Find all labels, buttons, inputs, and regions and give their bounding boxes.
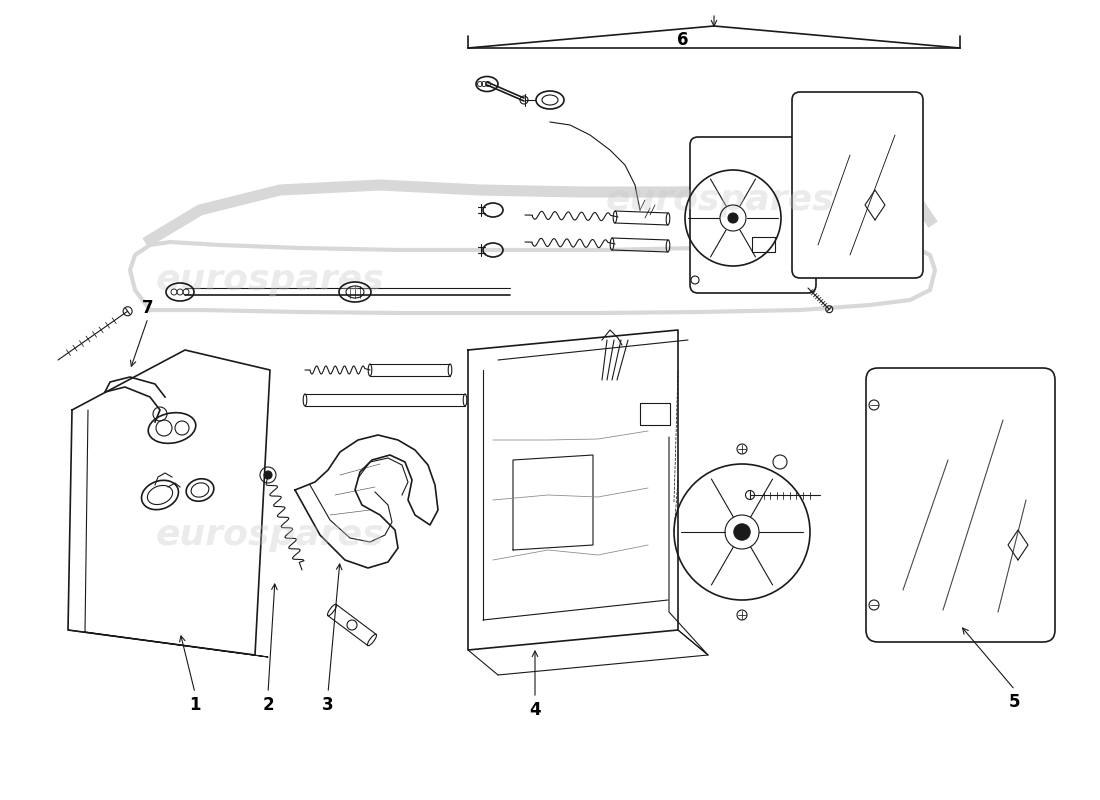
- Text: 2: 2: [262, 696, 274, 714]
- Text: 7: 7: [142, 299, 154, 317]
- Text: 1: 1: [189, 696, 200, 714]
- Text: 5: 5: [1010, 693, 1021, 711]
- FancyBboxPatch shape: [690, 137, 816, 293]
- Text: eurospares: eurospares: [156, 263, 384, 297]
- Circle shape: [264, 471, 272, 479]
- Text: 6: 6: [678, 31, 689, 49]
- Text: 3: 3: [322, 696, 333, 714]
- FancyBboxPatch shape: [866, 368, 1055, 642]
- Text: 4: 4: [529, 701, 541, 719]
- Text: eurospares: eurospares: [606, 183, 834, 217]
- Text: eurospares: eurospares: [156, 518, 384, 552]
- Circle shape: [728, 213, 738, 223]
- FancyBboxPatch shape: [792, 92, 923, 278]
- Circle shape: [734, 524, 750, 540]
